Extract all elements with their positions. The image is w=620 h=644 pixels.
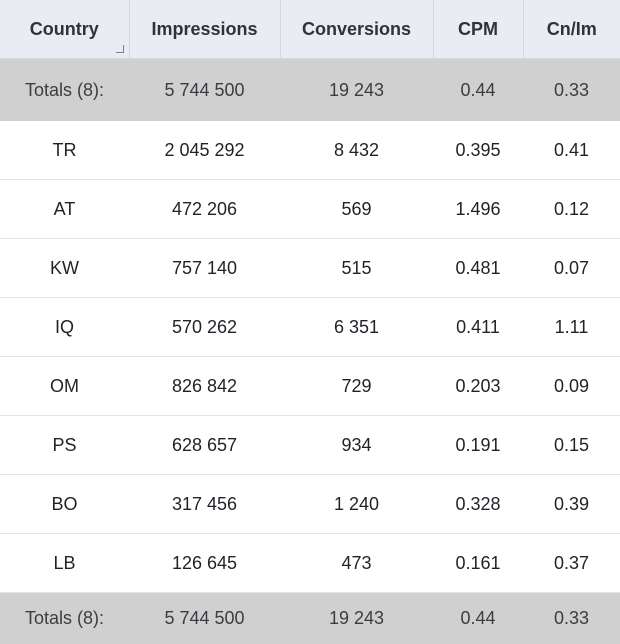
table-row[interactable]: PS 628 657 934 0.191 0.15 — [0, 416, 620, 475]
table-row[interactable]: BO 317 456 1 240 0.328 0.39 — [0, 475, 620, 534]
cell-impressions: 126 645 — [129, 534, 280, 593]
cell-impressions: 757 140 — [129, 239, 280, 298]
cell-conversions: 569 — [280, 180, 433, 239]
cell-country: BO — [0, 475, 129, 534]
cell-conversions: 515 — [280, 239, 433, 298]
cell-impressions: 317 456 — [129, 475, 280, 534]
totals-label: Totals (8): — [0, 593, 129, 644]
totals-label: Totals (8): — [0, 59, 129, 122]
totals-row-bottom: Totals (8): 5 744 500 19 243 0.44 0.33 — [0, 593, 620, 644]
cell-cnim: 0.12 — [523, 180, 620, 239]
cell-cnim: 0.15 — [523, 416, 620, 475]
cell-cpm: 0.328 — [433, 475, 523, 534]
cell-conversions: 8 432 — [280, 121, 433, 180]
cell-impressions: 628 657 — [129, 416, 280, 475]
column-header-label: Conversions — [302, 19, 411, 39]
column-header-label: Country — [30, 19, 99, 39]
cell-cpm: 0.161 — [433, 534, 523, 593]
header-row: Country Impressions Conversions CPM Cn/I… — [0, 0, 620, 59]
cell-impressions: 2 045 292 — [129, 121, 280, 180]
cell-country: IQ — [0, 298, 129, 357]
cell-country: PS — [0, 416, 129, 475]
cell-cnim: 0.41 — [523, 121, 620, 180]
cell-conversions: 473 — [280, 534, 433, 593]
table-row[interactable]: OM 826 842 729 0.203 0.09 — [0, 357, 620, 416]
totals-row-top: Totals (8): 5 744 500 19 243 0.44 0.33 — [0, 59, 620, 122]
table-row[interactable]: AT 472 206 569 1.496 0.12 — [0, 180, 620, 239]
table-row[interactable]: LB 126 645 473 0.161 0.37 — [0, 534, 620, 593]
totals-cpm: 0.44 — [433, 59, 523, 122]
cell-cnim: 0.37 — [523, 534, 620, 593]
cell-country: LB — [0, 534, 129, 593]
cell-country: TR — [0, 121, 129, 180]
totals-impressions: 5 744 500 — [129, 593, 280, 644]
cell-impressions: 472 206 — [129, 180, 280, 239]
cell-cpm: 1.496 — [433, 180, 523, 239]
column-header-cpm[interactable]: CPM — [433, 0, 523, 59]
table-row[interactable]: IQ 570 262 6 351 0.411 1.11 — [0, 298, 620, 357]
cell-country: OM — [0, 357, 129, 416]
totals-cnim: 0.33 — [523, 59, 620, 122]
column-resize-icon[interactable] — [116, 45, 124, 53]
column-header-conversions[interactable]: Conversions — [280, 0, 433, 59]
cell-cpm: 0.191 — [433, 416, 523, 475]
totals-conversions: 19 243 — [280, 59, 433, 122]
column-header-impressions[interactable]: Impressions — [129, 0, 280, 59]
cell-cnim: 0.07 — [523, 239, 620, 298]
cell-country: KW — [0, 239, 129, 298]
table-row[interactable]: KW 757 140 515 0.481 0.07 — [0, 239, 620, 298]
cell-cpm: 0.395 — [433, 121, 523, 180]
column-header-label: Impressions — [151, 19, 257, 39]
table-row[interactable]: TR 2 045 292 8 432 0.395 0.41 — [0, 121, 620, 180]
cell-conversions: 6 351 — [280, 298, 433, 357]
cell-impressions: 826 842 — [129, 357, 280, 416]
cell-cnim: 1.11 — [523, 298, 620, 357]
cell-cpm: 0.411 — [433, 298, 523, 357]
cell-conversions: 729 — [280, 357, 433, 416]
totals-impressions: 5 744 500 — [129, 59, 280, 122]
cell-conversions: 934 — [280, 416, 433, 475]
column-header-label: CPM — [458, 19, 498, 39]
cell-cpm: 0.203 — [433, 357, 523, 416]
cell-impressions: 570 262 — [129, 298, 280, 357]
grid-body: Totals (8): 5 744 500 19 243 0.44 0.33 T… — [0, 59, 620, 644]
cell-cnim: 0.09 — [523, 357, 620, 416]
column-header-country[interactable]: Country — [0, 0, 129, 59]
totals-cpm: 0.44 — [433, 593, 523, 644]
cell-cpm: 0.481 — [433, 239, 523, 298]
grid-header: Country Impressions Conversions CPM Cn/I… — [0, 0, 620, 59]
cell-cnim: 0.39 — [523, 475, 620, 534]
totals-conversions: 19 243 — [280, 593, 433, 644]
column-header-cnim[interactable]: Cn/Im — [523, 0, 620, 59]
totals-cnim: 0.33 — [523, 593, 620, 644]
cell-conversions: 1 240 — [280, 475, 433, 534]
column-header-label: Cn/Im — [547, 19, 597, 39]
cell-country: AT — [0, 180, 129, 239]
